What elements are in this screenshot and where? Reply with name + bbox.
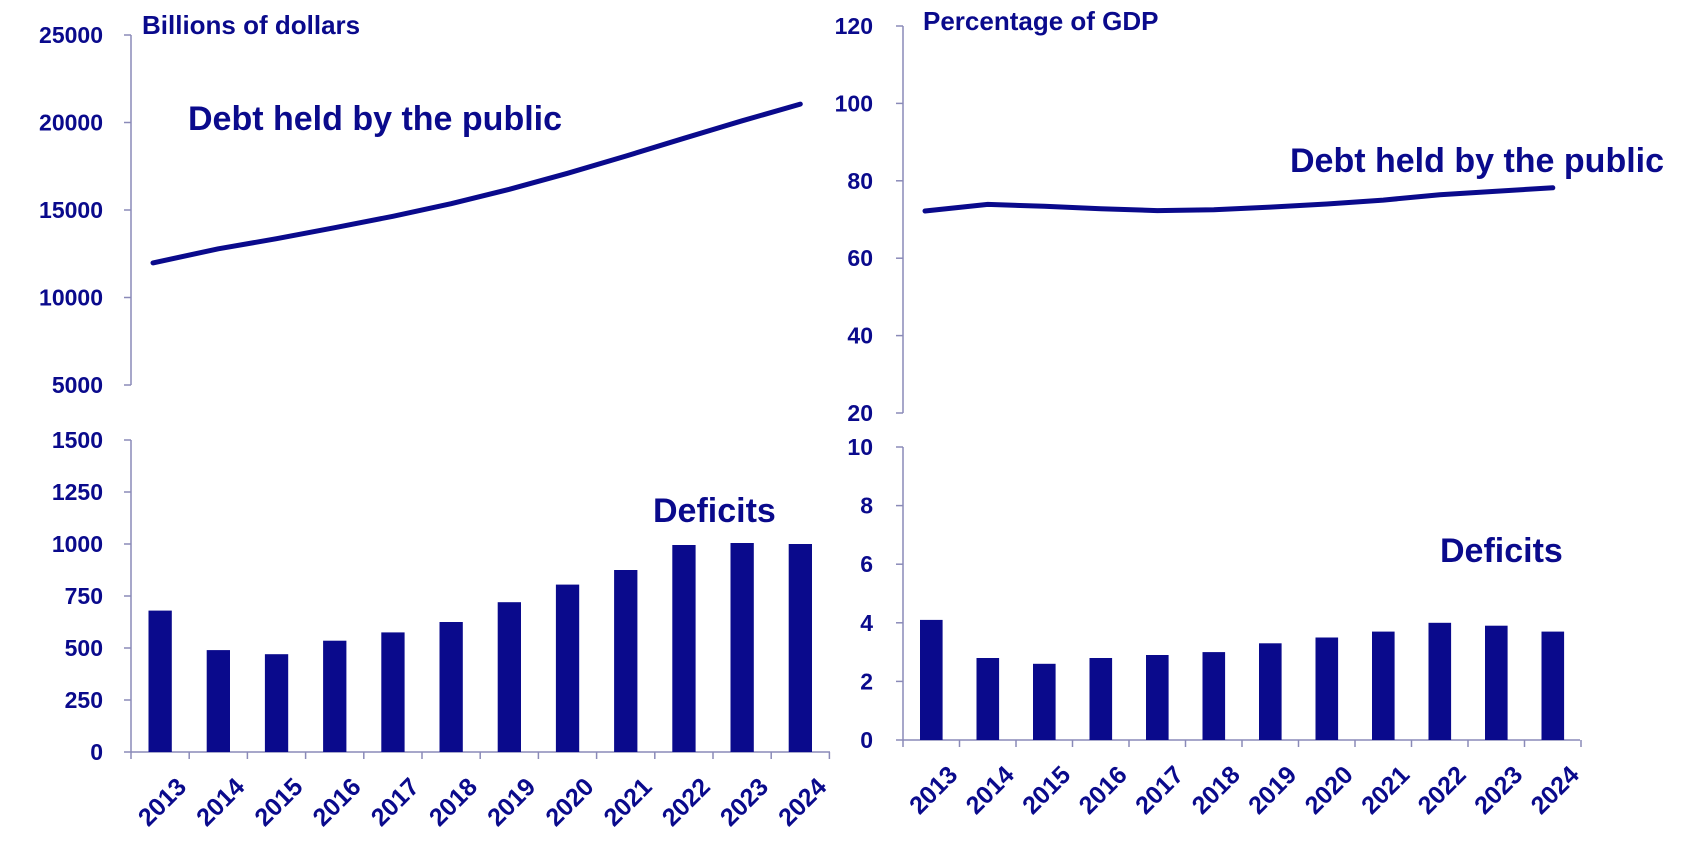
left-deficit-bar bbox=[381, 632, 405, 752]
left-x-tick-label: 2019 bbox=[482, 773, 541, 832]
right-x-tick-label: 2014 bbox=[961, 761, 1020, 820]
right-deficits-annotation: Deficits bbox=[1440, 532, 1563, 570]
left-top-y-tick-label: 10000 bbox=[39, 285, 103, 311]
left-deficit-bar bbox=[206, 650, 230, 752]
right-deficit-bar bbox=[920, 619, 943, 740]
right-debt-annotation: Debt held by the public bbox=[1290, 142, 1664, 180]
right-top-y-tick-label: 120 bbox=[835, 13, 873, 39]
left-x-tick-label: 2018 bbox=[424, 773, 483, 832]
left-debt-line bbox=[150, 101, 803, 266]
left-x-tick-label: 2021 bbox=[598, 773, 657, 832]
left-x-tick-label: 2017 bbox=[366, 773, 425, 832]
left-x-tick-label: 2015 bbox=[249, 773, 308, 832]
right-deficit-bar bbox=[1372, 631, 1395, 740]
left-unit-label: Billions of dollars bbox=[142, 10, 360, 40]
left-deficit-bar bbox=[555, 584, 580, 752]
right-x-tick-label: 2013 bbox=[904, 761, 963, 820]
left-x-tick-label: 2024 bbox=[773, 773, 832, 832]
right-bottom-y-tick-label: 4 bbox=[860, 610, 873, 636]
left-deficit-bar bbox=[497, 602, 521, 752]
left-bottom-y-tick-label: 750 bbox=[65, 583, 103, 609]
left-x-tick-label: 2022 bbox=[657, 773, 716, 832]
right-x-tick-label: 2024 bbox=[1526, 761, 1585, 820]
right-x-tick-label: 2017 bbox=[1130, 761, 1189, 820]
right-x-tick-label: 2019 bbox=[1243, 761, 1302, 820]
right-top-y-tick-label: 40 bbox=[847, 323, 873, 349]
right-bottom-y-tick-label: 2 bbox=[860, 668, 873, 694]
right-x-tick-label: 2020 bbox=[1300, 761, 1359, 820]
right-deficit-bar bbox=[1202, 652, 1226, 740]
left-x-tick-label: 2023 bbox=[715, 773, 774, 832]
right-top-y-tick-label: 60 bbox=[847, 245, 873, 271]
left-bottom-y-tick-label: 1250 bbox=[52, 479, 103, 505]
right-x-tick-label: 2015 bbox=[1017, 761, 1076, 820]
left-bottom-y-tick-label: 1500 bbox=[52, 427, 103, 453]
right-bottom-y-tick-label: 6 bbox=[860, 551, 873, 577]
right-deficit-bar bbox=[976, 658, 1000, 740]
left-deficit-bar bbox=[730, 543, 754, 752]
left-top-y-tick-label: 5000 bbox=[52, 372, 103, 398]
left-top-y-tick-label: 15000 bbox=[39, 197, 103, 223]
right-x-tick-label: 2022 bbox=[1413, 761, 1472, 820]
right-debt-line bbox=[922, 185, 1556, 214]
right-bottom-y-tick-label: 0 bbox=[860, 727, 873, 753]
left-debt-annotation: Debt held by the public bbox=[188, 100, 562, 138]
left-bottom-y-tick-label: 250 bbox=[65, 687, 103, 713]
left-deficit-bar bbox=[672, 545, 696, 752]
left-deficit-bar bbox=[439, 622, 463, 752]
left-deficit-bar bbox=[264, 654, 289, 752]
right-deficit-bar bbox=[1541, 631, 1565, 740]
right-bottom-y-tick-label: 10 bbox=[847, 434, 873, 460]
left-top-y-tick-label: 25000 bbox=[39, 22, 103, 48]
left-deficit-bar bbox=[148, 610, 172, 752]
right-deficit-bar bbox=[1033, 663, 1056, 740]
right-bottom-y-tick-label: 8 bbox=[860, 493, 873, 519]
left-x-tick-label: 2013 bbox=[133, 773, 192, 832]
right-top-y-tick-label: 100 bbox=[835, 90, 873, 116]
right-deficit-bar bbox=[1259, 643, 1282, 740]
right-x-tick-label: 2021 bbox=[1356, 761, 1415, 820]
right-unit-label: Percentage of GDP bbox=[923, 6, 1159, 36]
right-top-y-tick-label: 80 bbox=[847, 168, 873, 194]
left-bottom-y-tick-label: 500 bbox=[65, 635, 103, 661]
left-x-tick-label: 2020 bbox=[540, 773, 599, 832]
left-deficit-bar bbox=[323, 640, 347, 752]
right-deficit-bar bbox=[1089, 658, 1113, 740]
left-bottom-y-tick-label: 1000 bbox=[52, 531, 103, 557]
left-top-y-tick-label: 20000 bbox=[39, 110, 103, 136]
right-deficit-bar bbox=[1315, 637, 1339, 740]
left-x-tick-label: 2016 bbox=[307, 773, 366, 832]
right-x-tick-label: 2018 bbox=[1187, 761, 1246, 820]
right-x-tick-label: 2016 bbox=[1074, 761, 1133, 820]
right-top-y-tick-label: 20 bbox=[847, 400, 873, 426]
right-deficit-bar bbox=[1428, 622, 1452, 740]
left-deficit-bar bbox=[788, 544, 812, 752]
left-deficits-annotation: Deficits bbox=[653, 492, 776, 530]
right-deficit-bar bbox=[1146, 655, 1169, 740]
left-bottom-y-tick-label: 0 bbox=[90, 739, 103, 765]
right-deficit-bar bbox=[1485, 625, 1508, 740]
right-x-tick-label: 2023 bbox=[1469, 761, 1528, 820]
left-deficit-bar bbox=[614, 570, 638, 752]
left-x-tick-label: 2014 bbox=[191, 773, 250, 832]
